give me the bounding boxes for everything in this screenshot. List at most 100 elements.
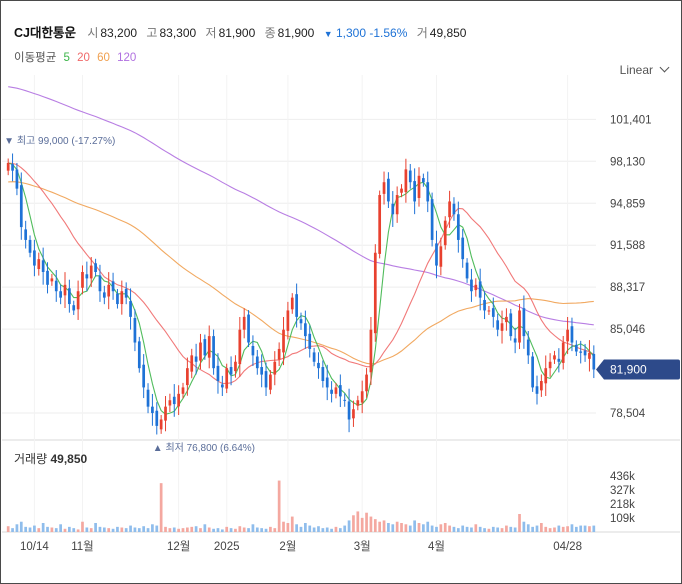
candle-body	[417, 175, 421, 198]
volume-bar	[277, 480, 281, 532]
ma-legend-20[interactable]: 20	[77, 52, 90, 64]
candle-body	[220, 384, 224, 388]
volume-bar	[255, 527, 259, 532]
candle	[137, 336, 141, 373]
volume-bar	[137, 528, 141, 532]
candle	[203, 334, 207, 360]
x-tick-label: 04/28	[553, 541, 582, 553]
ma-legend-120[interactable]: 120	[117, 52, 137, 64]
candle-body	[566, 329, 569, 342]
candle	[496, 313, 500, 337]
candle-body	[544, 368, 548, 384]
volume-bar	[522, 521, 526, 532]
candle-body	[177, 393, 180, 407]
candle-body	[203, 339, 207, 356]
candle	[177, 385, 180, 415]
candle-body	[159, 419, 163, 430]
y-tick-label: 91,588	[610, 240, 645, 252]
volume-bar	[561, 526, 565, 532]
volume-bar	[282, 521, 285, 532]
candle	[264, 362, 268, 397]
volume-bar	[102, 527, 106, 532]
low-value: 81,900	[218, 26, 256, 40]
candle-body	[168, 400, 172, 406]
volume-bar	[491, 526, 495, 532]
candle	[260, 354, 264, 388]
change-percent: -1.56%	[369, 26, 408, 40]
candle	[334, 382, 338, 399]
candle-body	[194, 356, 198, 362]
candle-body	[352, 409, 355, 419]
candle-body	[347, 401, 351, 420]
ma20-line	[8, 162, 595, 384]
candle-body	[229, 367, 233, 375]
volume-bar	[452, 526, 456, 532]
ma-legend-5[interactable]: 5	[63, 52, 70, 64]
candle	[465, 258, 469, 283]
candle	[325, 364, 329, 401]
candle-body	[408, 170, 412, 183]
candle	[50, 273, 54, 286]
candle-body	[338, 385, 342, 397]
candle-body	[461, 237, 465, 260]
candle	[295, 283, 298, 328]
candle-body	[98, 275, 102, 292]
last-price-tag: 81,900	[596, 359, 680, 380]
candle	[505, 308, 508, 331]
candle	[234, 355, 237, 378]
last-price-tag-bg	[596, 359, 680, 380]
candle	[124, 282, 128, 305]
scale-mode-dropdown[interactable]: Linear	[620, 62, 670, 77]
candle-body	[496, 320, 500, 330]
candle-body	[151, 406, 154, 414]
candle	[98, 264, 102, 302]
ma-legend-60[interactable]: 60	[97, 52, 110, 64]
candle	[133, 309, 137, 352]
volume-bar	[526, 524, 530, 532]
volume-bar	[229, 528, 233, 532]
volume-bar	[391, 524, 395, 532]
volume-bar	[365, 512, 368, 532]
volume-bar	[478, 526, 482, 532]
volume-bar	[540, 523, 543, 532]
candle-body	[295, 294, 298, 317]
volume-label: 거	[416, 26, 428, 40]
candle	[63, 272, 67, 309]
candle-body	[500, 323, 504, 331]
volume-bar	[142, 526, 146, 532]
candle-body	[360, 391, 364, 403]
candle	[535, 375, 539, 405]
candle-body	[356, 400, 360, 406]
volume-bar	[448, 525, 451, 532]
candle-body	[439, 246, 443, 267]
stock-name: CJ대한통운	[14, 26, 76, 40]
volume-bar	[269, 526, 272, 532]
candle-body	[282, 329, 285, 353]
candle-body	[369, 329, 373, 373]
candle	[491, 297, 495, 328]
candle	[540, 374, 543, 397]
candle	[111, 272, 115, 300]
candle	[286, 301, 290, 340]
candle	[483, 291, 486, 320]
volume-bar	[242, 527, 246, 532]
candle-body	[400, 188, 403, 193]
volume-bar	[505, 525, 508, 532]
candle-body	[186, 368, 189, 386]
candle	[59, 284, 62, 305]
candle-body	[465, 262, 469, 279]
volume-bar	[352, 515, 355, 532]
candle	[474, 278, 478, 297]
open-label: 시	[87, 26, 99, 40]
candle-body	[190, 355, 194, 372]
volume-bar	[11, 528, 14, 532]
ma60-line	[8, 181, 594, 365]
candle	[566, 317, 569, 355]
candle	[54, 270, 58, 302]
candle	[400, 184, 403, 198]
candle-body	[387, 178, 390, 202]
candle	[207, 325, 211, 369]
candle	[522, 295, 526, 349]
candle	[159, 414, 163, 434]
